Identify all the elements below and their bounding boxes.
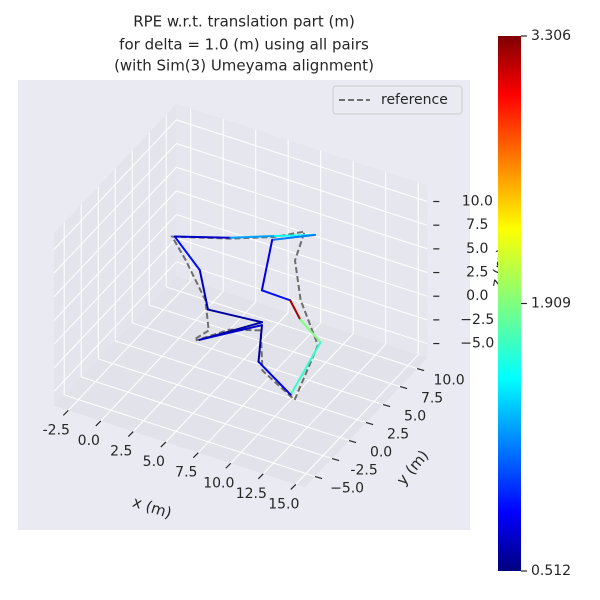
trajectory-segment — [257, 324, 263, 363]
x-tick — [160, 441, 167, 448]
y-tick — [314, 475, 323, 480]
y-tick-label: 7.5 — [421, 391, 443, 407]
x-tick-label: 15.0 — [268, 496, 299, 512]
y-tick-label: -2.5 — [350, 463, 377, 479]
x-tick — [62, 409, 69, 416]
z-tick-label: −2.5 — [460, 312, 494, 328]
grid-line — [64, 394, 316, 478]
x-tick-label: 10.0 — [203, 475, 234, 491]
y-tick — [348, 439, 357, 444]
trajectory-segment — [173, 235, 201, 272]
x-tick — [290, 483, 297, 490]
grid-line — [53, 237, 177, 369]
colorbar — [498, 36, 521, 571]
trajectory-segment — [271, 233, 317, 241]
back-pane — [176, 103, 428, 358]
grid-line — [176, 143, 428, 226]
x-tick — [192, 452, 199, 459]
x-tick — [257, 473, 264, 480]
trajectory-segment — [289, 299, 302, 321]
y-tick-label: 5.0 — [404, 409, 426, 425]
chart-title: (with Sim(3) Umeyama alignment) — [114, 57, 374, 75]
chart-title: RPE w.r.t. translation part (m) — [133, 13, 355, 31]
grid-line — [53, 261, 177, 392]
legend-box — [332, 85, 463, 115]
y-tick-label: −5.0 — [330, 481, 364, 497]
grid-line — [176, 166, 428, 250]
z-tick-label: 7.5 — [466, 217, 488, 233]
trajectory-segment — [198, 269, 209, 311]
trajectory-segment — [207, 308, 263, 324]
grid-line — [166, 286, 418, 370]
trajectory-segment — [173, 235, 232, 239]
grid-line — [98, 358, 350, 442]
grid-line — [53, 143, 177, 274]
grid-line — [149, 304, 401, 388]
y-tick — [399, 385, 408, 390]
x-tick-label: 5.0 — [143, 454, 165, 470]
grid-line — [53, 190, 177, 321]
z-tick-label: 0.0 — [466, 288, 488, 304]
x-tick — [127, 431, 134, 437]
grid-line — [115, 340, 367, 424]
trajectory-segment — [289, 341, 322, 396]
z-tick-label: 2.5 — [466, 265, 488, 281]
z-tick-label: 5.0 — [466, 241, 488, 257]
grid-line — [176, 214, 428, 297]
z-tick-label: 10.0 — [462, 194, 493, 210]
reference-line — [170, 230, 319, 402]
colorbar-tick-label: 1.909 — [531, 296, 571, 312]
trajectory-segment — [257, 360, 292, 396]
trajectory-segment — [229, 234, 276, 239]
trajectory-segment — [198, 324, 263, 341]
x-tick-label: -2.5 — [43, 422, 70, 438]
y-tick-label: 0.0 — [370, 445, 392, 461]
trajectory-segment — [260, 289, 292, 302]
y-tick — [331, 457, 340, 462]
x-tick-label: 12.5 — [236, 486, 267, 502]
colorbar-tick-label: 0.512 — [531, 563, 571, 579]
grid-line — [176, 119, 428, 202]
x-tick-label: 0.0 — [78, 433, 100, 449]
y-tick — [416, 367, 425, 372]
y-tick — [365, 421, 374, 426]
grid-line — [81, 376, 333, 460]
y-tick-label: 2.5 — [387, 427, 409, 443]
y-tick — [382, 403, 391, 408]
x-tick — [95, 420, 102, 427]
legend: reference — [332, 85, 463, 115]
trajectory-segment — [260, 238, 274, 292]
grid-line — [53, 166, 177, 298]
x-tick-label: 2.5 — [110, 444, 132, 460]
colorbar-tick-label: 3.306 — [531, 28, 571, 44]
trajectory-segment — [299, 318, 322, 344]
z-tick-label: −5.0 — [460, 336, 494, 352]
grid-line — [53, 119, 177, 250]
grid-line — [176, 237, 428, 321]
grid-line — [132, 322, 384, 406]
legend-label: reference — [381, 92, 448, 108]
x-tick — [225, 462, 232, 469]
y-tick-label: 10.0 — [434, 373, 465, 389]
grid-line — [53, 214, 177, 345]
chart-title: for delta = 1.0 (m) using all pairs — [119, 36, 369, 54]
x-tick-label: 7.5 — [175, 465, 197, 481]
